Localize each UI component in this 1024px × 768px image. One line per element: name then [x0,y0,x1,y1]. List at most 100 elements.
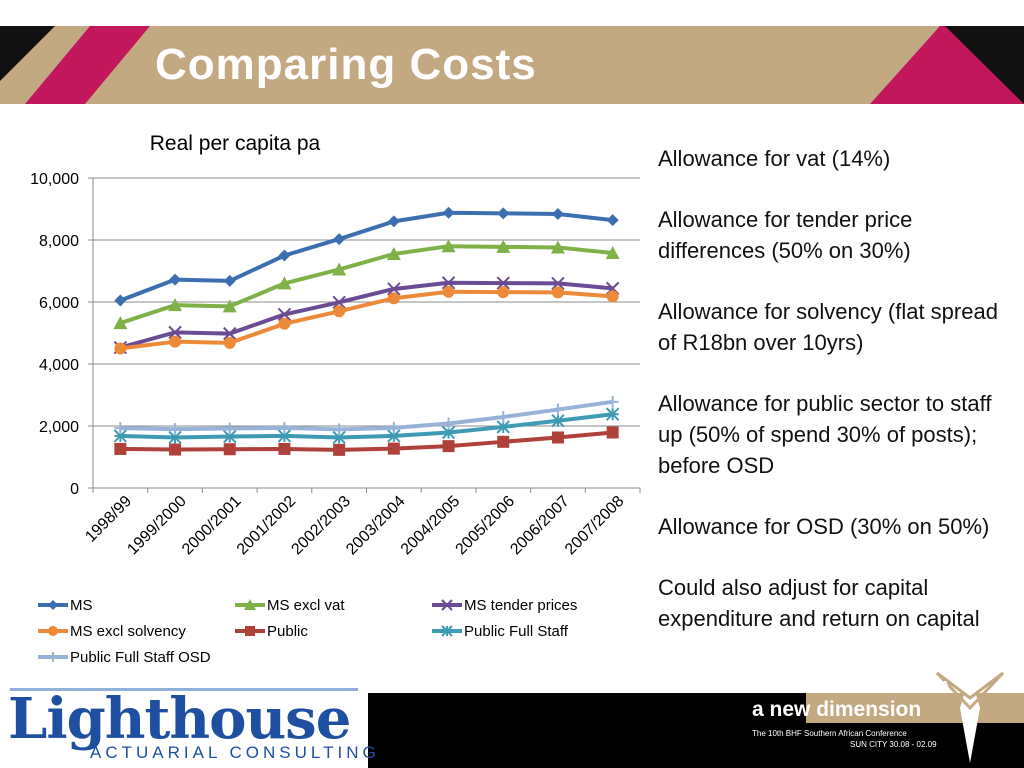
data-point [169,423,182,436]
note-item: Allowance for tender price differences (… [658,207,913,263]
series-ms-excl-solvency [114,285,619,355]
legend-label: MS [70,597,93,614]
data-point [605,407,620,421]
series-public-full-staff [113,407,620,445]
series-ms-excl-vat [113,239,620,330]
data-point [114,422,127,435]
legend-label: MS excl vat [267,597,345,614]
data-point [550,240,565,254]
legend-label: Public [267,623,308,640]
series-public-full-staff-osd [114,395,619,436]
data-point [48,652,58,662]
data-point [606,395,619,408]
series-line [120,412,613,440]
data-point [277,307,292,322]
data-point [223,443,236,456]
logo-subtitle: ACTUARIAL CONSULTING [90,743,380,762]
data-point [223,274,236,287]
series-line [119,210,613,303]
data-point [169,443,182,456]
series-public [114,426,619,456]
y-tick-label: 2,000 [39,419,79,436]
data-point [606,214,619,227]
data-point [496,420,510,434]
data-point [48,626,58,636]
note-item: Allowance for OSD (30% on 50%) [658,514,990,539]
data-point [497,411,510,424]
legend-label: Public Full Staff OSD [70,649,211,666]
series-line [120,430,613,452]
data-point [387,282,401,296]
data-point [496,239,511,253]
note-item: Allowance for vat (14%) [658,146,891,171]
footer-healthcare-text: HEALTHCARE IN SA [808,678,951,693]
data-point [497,286,510,299]
data-point [332,262,347,276]
data-point [441,239,456,253]
logo-wordmark: Lighthouse [8,686,351,752]
data-point [551,403,564,416]
legend-item: Public [235,623,308,640]
data-point [551,207,564,220]
note-item: Could also adjust for capital expenditur… [658,575,980,631]
data-point [168,298,183,312]
data-point [278,421,291,434]
data-point [277,276,292,290]
data-point [387,215,400,228]
chart-title: Real per capita pa [150,132,321,155]
legend-item: MS excl vat [235,597,345,614]
y-tick-label: 6,000 [39,295,79,312]
legend-label: MS excl solvency [70,623,186,640]
data-point [333,233,346,246]
data-point [114,442,127,455]
data-point [245,626,255,636]
x-tick-label: 2007/2008 [562,493,628,559]
data-point [244,599,256,610]
data-point [223,336,236,349]
data-point [606,426,619,439]
data-point [222,299,237,313]
y-tick-label: 0 [70,481,79,498]
data-point [606,290,619,303]
note-item: Allowance for solvency (flat spread of R… [658,299,998,355]
logo-underline [10,688,358,691]
chart-legend: MS MS excl vat MS tender prices MS excl sol… [38,597,577,666]
data-point [497,207,510,220]
footer-new-dimension-text: a new dimension [752,698,922,721]
data-point [332,295,346,310]
footer-conference-text: The 10th BHF Southern African Conference [752,729,907,738]
data-point [387,292,400,305]
header-decoration [0,26,1024,104]
note-item: Allowance for public sector to staff up … [658,391,992,478]
data-point [551,286,564,299]
legend-item: Public Full Staff OSD [38,649,211,666]
legend-label: Public Full Staff [464,623,569,640]
data-point [551,276,565,291]
data-point [551,431,564,444]
data-point [168,325,182,340]
data-point [441,276,456,290]
data-point [113,316,128,330]
legend-item: Public Full Staff [432,623,569,640]
page-title: Comparing Costs [155,40,537,89]
data-point [333,305,346,318]
series-ms [114,206,619,307]
data-point [114,294,127,307]
data-point [278,317,291,330]
data-point [48,600,58,610]
data-point [169,273,182,286]
series-line [120,289,613,351]
data-point [386,246,401,260]
data-point [496,276,510,290]
y-tick-label: 10,000 [30,171,79,188]
legend-item: MS tender prices [432,597,577,614]
data-point [223,422,236,435]
footer-tan-band [806,693,1024,723]
legend-label: MS tender prices [464,597,577,614]
legend-item: MS [38,597,93,614]
notes-panel: Allowance for vat (14%) Allowance for ten… [658,143,1018,664]
chart-axes: 02,0004,0006,0008,00010,0001998/991999/2… [30,171,641,559]
data-point [551,414,565,428]
data-point [442,440,455,453]
data-point [169,335,182,348]
